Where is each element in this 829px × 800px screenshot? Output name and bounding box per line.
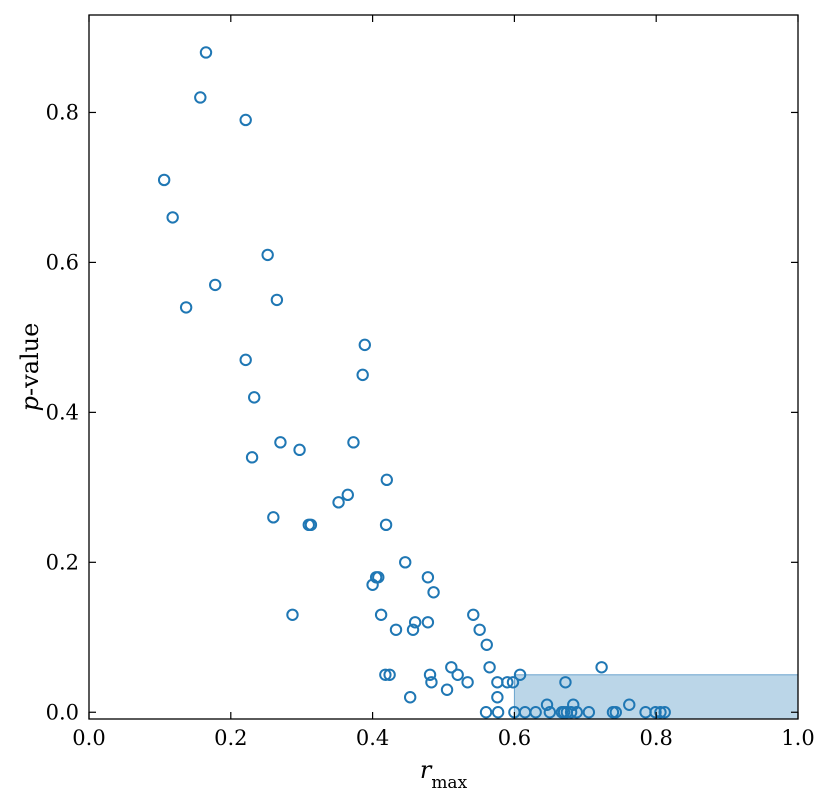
data-point xyxy=(179,301,193,314)
data-point xyxy=(451,668,464,681)
y-tick-label: 0.0 xyxy=(46,700,79,724)
y-tick-label: 0.8 xyxy=(46,100,79,124)
data-points xyxy=(157,46,671,719)
data-point xyxy=(267,511,280,524)
data-point xyxy=(423,668,437,681)
x-tick-label: 0.0 xyxy=(72,726,105,750)
data-point xyxy=(658,706,671,719)
data-point xyxy=(347,436,360,449)
data-point xyxy=(358,338,372,352)
y-tick-label: 0.2 xyxy=(46,550,79,574)
data-point xyxy=(421,616,435,629)
y-axis-label: p-value xyxy=(16,323,44,412)
x-tick-label: 1.0 xyxy=(781,726,814,750)
data-point xyxy=(479,706,493,719)
data-point xyxy=(389,623,403,636)
y-tick-label: 0.4 xyxy=(46,400,79,424)
data-point xyxy=(399,556,412,569)
axis-ticks: 0.0 0.2 0.4 0.6 0.8 1.0 0.0 0.2 0.4 0.6 0.8 xyxy=(46,15,815,750)
data-point xyxy=(239,353,252,367)
data-point xyxy=(199,46,213,59)
data-point xyxy=(483,661,496,674)
data-point xyxy=(623,698,636,711)
data-point xyxy=(506,676,520,689)
data-point xyxy=(247,391,261,404)
data-point xyxy=(380,473,393,487)
plot-frame xyxy=(88,14,799,720)
data-point xyxy=(379,668,392,681)
data-point xyxy=(209,278,222,292)
data-point xyxy=(564,706,578,719)
data-point xyxy=(461,676,474,689)
data-point xyxy=(261,248,274,262)
data-point xyxy=(286,608,299,621)
y-tick-label: 0.6 xyxy=(46,250,79,274)
x-tick-label: 0.4 xyxy=(356,726,389,750)
data-point xyxy=(425,676,438,689)
x-tick-label: 0.2 xyxy=(214,726,247,750)
data-point xyxy=(332,496,345,509)
data-point xyxy=(559,676,572,689)
data-point xyxy=(609,706,622,719)
x-axis-label: rmax xyxy=(420,756,468,793)
data-point xyxy=(440,683,454,696)
data-point xyxy=(480,638,493,651)
data-point xyxy=(293,443,306,457)
data-point xyxy=(274,436,287,449)
data-point xyxy=(374,608,388,621)
data-point xyxy=(491,676,504,689)
data-point xyxy=(513,668,527,681)
data-point xyxy=(570,706,583,719)
data-point xyxy=(239,113,252,127)
data-point xyxy=(595,661,608,674)
y-axis-label-rest: -value xyxy=(16,323,44,396)
data-point xyxy=(473,623,486,636)
data-point xyxy=(529,706,542,719)
data-point xyxy=(356,368,369,382)
x-tick-label: 0.8 xyxy=(639,726,672,750)
data-point xyxy=(445,661,458,674)
x-tick-label: 0.6 xyxy=(498,726,531,750)
data-point xyxy=(649,706,662,719)
data-point xyxy=(491,706,505,719)
data-point xyxy=(540,698,554,711)
data-point xyxy=(491,691,504,704)
data-point xyxy=(406,623,420,636)
y-axis-label-italic: p xyxy=(16,396,44,411)
x-axis-label-main: r xyxy=(420,756,433,784)
data-point xyxy=(270,293,284,307)
data-point xyxy=(245,451,259,464)
x-axis-label-subscript: max xyxy=(431,773,467,793)
data-point xyxy=(543,706,557,719)
data-point xyxy=(427,586,440,599)
data-point xyxy=(408,616,422,629)
data-point xyxy=(403,691,417,704)
data-point xyxy=(383,668,396,681)
data-point xyxy=(421,571,435,584)
data-point xyxy=(379,518,393,532)
data-point xyxy=(366,578,379,591)
data-point xyxy=(501,676,514,689)
data-point xyxy=(341,488,354,502)
data-point xyxy=(467,608,480,621)
data-point xyxy=(157,173,171,187)
data-point xyxy=(166,211,179,224)
data-point xyxy=(654,706,667,719)
data-point xyxy=(582,706,596,719)
data-point xyxy=(304,518,318,532)
data-point xyxy=(194,91,207,104)
